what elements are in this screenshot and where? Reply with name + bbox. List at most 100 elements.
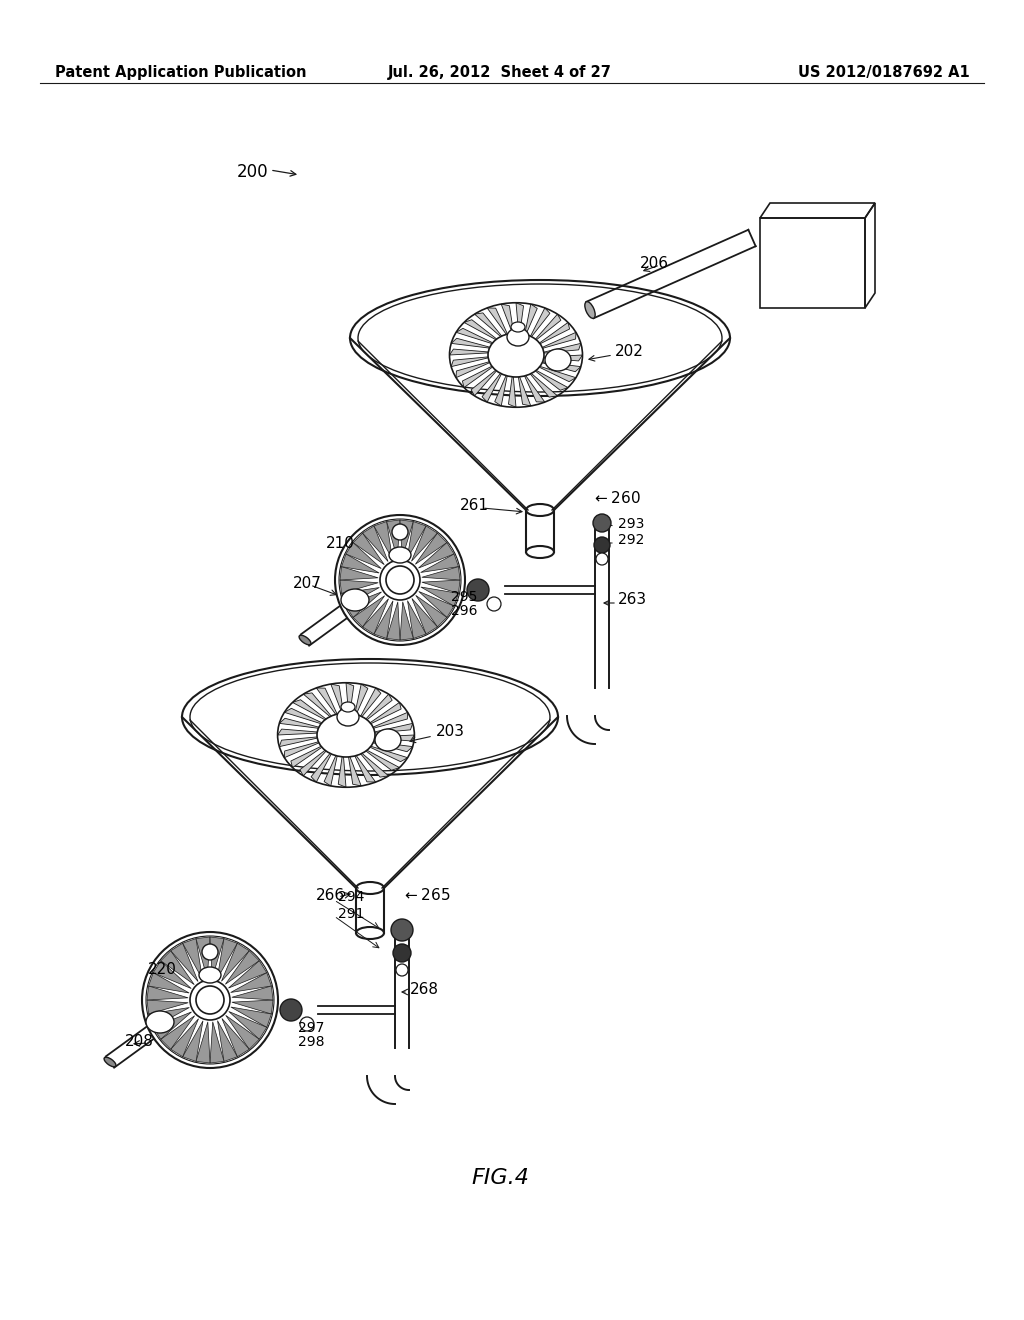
- Polygon shape: [342, 587, 379, 606]
- Text: 293: 293: [618, 517, 644, 531]
- Polygon shape: [300, 746, 331, 776]
- Circle shape: [280, 999, 302, 1020]
- Text: Patent Application Publication: Patent Application Publication: [55, 65, 306, 79]
- Text: 297: 297: [298, 1020, 325, 1035]
- Polygon shape: [362, 599, 388, 634]
- Polygon shape: [331, 684, 344, 719]
- Polygon shape: [210, 937, 224, 978]
- Polygon shape: [293, 700, 333, 723]
- Polygon shape: [367, 723, 413, 734]
- Circle shape: [391, 919, 413, 941]
- Text: 203: 203: [436, 725, 465, 739]
- Polygon shape: [474, 313, 506, 341]
- Polygon shape: [225, 950, 259, 985]
- Polygon shape: [182, 939, 203, 979]
- Polygon shape: [285, 709, 330, 726]
- Polygon shape: [387, 602, 400, 640]
- Polygon shape: [419, 543, 454, 568]
- Polygon shape: [280, 737, 326, 747]
- Polygon shape: [523, 304, 538, 339]
- Polygon shape: [374, 521, 392, 560]
- Circle shape: [142, 932, 278, 1068]
- Polygon shape: [408, 601, 426, 639]
- Polygon shape: [360, 694, 392, 725]
- Ellipse shape: [341, 589, 369, 611]
- Polygon shape: [346, 591, 382, 618]
- Polygon shape: [196, 1022, 210, 1063]
- Polygon shape: [357, 688, 381, 722]
- Polygon shape: [353, 684, 368, 721]
- Ellipse shape: [389, 546, 411, 564]
- Polygon shape: [342, 554, 379, 573]
- Polygon shape: [359, 746, 399, 771]
- Polygon shape: [353, 595, 385, 627]
- Polygon shape: [346, 543, 381, 569]
- Polygon shape: [522, 371, 545, 403]
- Polygon shape: [422, 579, 460, 594]
- Polygon shape: [527, 308, 550, 342]
- Ellipse shape: [337, 708, 359, 726]
- Polygon shape: [412, 598, 437, 634]
- Polygon shape: [338, 750, 346, 787]
- Polygon shape: [230, 1007, 271, 1027]
- Polygon shape: [171, 944, 198, 982]
- Polygon shape: [346, 682, 353, 719]
- Circle shape: [596, 553, 608, 565]
- Polygon shape: [230, 973, 271, 993]
- Circle shape: [396, 964, 408, 975]
- Circle shape: [393, 944, 411, 962]
- Polygon shape: [362, 525, 388, 561]
- Text: 296: 296: [451, 605, 477, 618]
- Polygon shape: [353, 533, 384, 565]
- Ellipse shape: [488, 333, 544, 378]
- Ellipse shape: [585, 301, 595, 318]
- Polygon shape: [366, 735, 415, 741]
- Text: 261: 261: [460, 498, 489, 512]
- Polygon shape: [495, 371, 508, 407]
- Polygon shape: [530, 367, 568, 391]
- Polygon shape: [412, 525, 437, 561]
- Polygon shape: [419, 591, 454, 618]
- Polygon shape: [487, 308, 510, 339]
- Polygon shape: [452, 356, 495, 367]
- Text: 200: 200: [237, 162, 268, 181]
- Text: 292: 292: [618, 533, 644, 546]
- Circle shape: [335, 515, 465, 645]
- Text: FIG.4: FIG.4: [471, 1168, 529, 1188]
- Text: 208: 208: [125, 1035, 154, 1049]
- Polygon shape: [231, 1001, 273, 1014]
- Polygon shape: [537, 355, 583, 360]
- Ellipse shape: [511, 322, 525, 333]
- Text: 206: 206: [640, 256, 669, 271]
- Polygon shape: [416, 533, 446, 564]
- Polygon shape: [537, 343, 581, 354]
- Ellipse shape: [386, 566, 414, 594]
- Polygon shape: [217, 939, 238, 979]
- Polygon shape: [535, 322, 569, 347]
- Ellipse shape: [202, 944, 218, 960]
- Text: 298: 298: [298, 1035, 325, 1049]
- Ellipse shape: [104, 1057, 116, 1067]
- Polygon shape: [225, 1015, 259, 1049]
- Polygon shape: [400, 602, 414, 640]
- Polygon shape: [526, 370, 557, 397]
- Polygon shape: [352, 750, 376, 781]
- Polygon shape: [316, 688, 340, 721]
- Polygon shape: [464, 319, 502, 343]
- Circle shape: [593, 513, 611, 532]
- Polygon shape: [217, 1020, 238, 1061]
- Polygon shape: [517, 371, 530, 407]
- Text: 291: 291: [338, 907, 365, 921]
- Circle shape: [300, 1016, 314, 1031]
- Circle shape: [467, 579, 489, 601]
- Polygon shape: [222, 1019, 249, 1057]
- Text: US 2012/0187692 A1: US 2012/0187692 A1: [799, 65, 970, 79]
- Polygon shape: [210, 1022, 224, 1063]
- Polygon shape: [509, 371, 516, 408]
- Polygon shape: [537, 333, 575, 350]
- Ellipse shape: [196, 986, 224, 1014]
- Polygon shape: [421, 554, 459, 573]
- Polygon shape: [311, 747, 335, 781]
- Polygon shape: [501, 304, 514, 338]
- Polygon shape: [325, 750, 339, 785]
